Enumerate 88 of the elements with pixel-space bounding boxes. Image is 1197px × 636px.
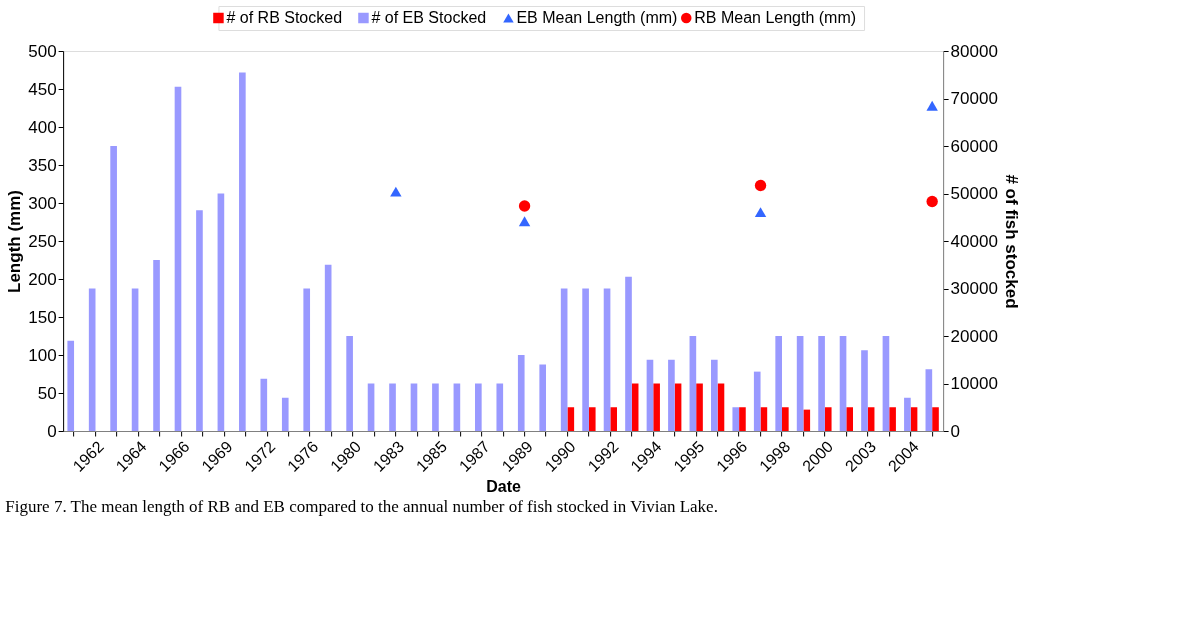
bar (696, 383, 703, 431)
bar (846, 407, 854, 431)
y-tick-label: 350 (28, 155, 57, 175)
bar (867, 407, 875, 431)
bar (260, 378, 268, 431)
y2-tick-label: 0 (950, 421, 961, 441)
bar (646, 359, 654, 431)
y-axis-title: Length (mm) (5, 190, 25, 293)
bar (496, 383, 504, 431)
bar (153, 260, 160, 431)
point (518, 200, 531, 212)
legend-label: # of EB Stocked (371, 9, 487, 26)
y2-axis-title: # of fish stocked (1001, 174, 1021, 309)
caption: Figure 7. The mean length of RB and EB compared to the annual number of fish stocked in Vivian Lake. (5, 496, 718, 516)
y2-tick-label: 30000 (950, 279, 998, 298)
bar (560, 288, 568, 431)
bar (610, 407, 618, 431)
y-tick-label: 500 (28, 41, 57, 61)
y2-tick-label: 10000 (950, 374, 998, 393)
bar (174, 86, 182, 431)
bar (760, 407, 768, 431)
y-tick-label: 200 (28, 269, 57, 289)
bar (603, 288, 611, 431)
bar (239, 72, 246, 431)
bar (217, 193, 225, 431)
bar (346, 336, 353, 431)
point (926, 195, 938, 208)
bar (710, 359, 718, 431)
bar (882, 336, 890, 431)
bar (653, 383, 660, 431)
bar (582, 288, 589, 431)
point (926, 100, 938, 111)
bar (389, 383, 396, 431)
y-tick-label: 100 (28, 345, 57, 365)
bar (910, 407, 918, 431)
point (518, 216, 531, 227)
y-tick-label: 400 (28, 117, 57, 137)
bar (775, 336, 782, 431)
bar (88, 288, 96, 431)
bar (588, 407, 596, 431)
bar (689, 336, 697, 431)
bar (803, 409, 811, 431)
bar (889, 407, 896, 431)
bar (925, 369, 933, 431)
bar (824, 407, 832, 431)
bar (668, 359, 675, 431)
y-tick-label: 50 (37, 383, 57, 403)
bar (782, 407, 789, 431)
bar (475, 383, 482, 431)
y2-tick-label: 70000 (950, 89, 998, 108)
bar (732, 407, 740, 431)
legend-label: # of RB Stocked (226, 9, 343, 26)
bar (303, 288, 311, 431)
y-tick-label: 450 (28, 79, 57, 99)
y2-tick-label: 40000 (950, 231, 998, 251)
bar (110, 146, 117, 431)
bar (539, 364, 547, 431)
y2-tick-label: 20000 (950, 326, 998, 346)
y2-tick-label: 50000 (950, 184, 998, 203)
bar (625, 276, 632, 431)
x-axis-title: Date (486, 477, 522, 495)
bar (753, 371, 761, 431)
bar (432, 383, 439, 431)
point (754, 207, 767, 218)
bar (281, 397, 289, 431)
legend-label: RB Mean Length (mm) (694, 9, 857, 26)
y-tick-label: 300 (28, 193, 57, 213)
y2-tick-label: 60000 (950, 136, 998, 156)
point (754, 179, 767, 192)
y-tick-label: 250 (28, 231, 57, 251)
bar (196, 210, 203, 431)
y-tick-label: 150 (28, 307, 57, 327)
bar (517, 355, 525, 431)
bar (932, 407, 939, 431)
y2-tick-label: 80000 (950, 41, 998, 61)
point (390, 186, 402, 197)
legend-label: EB Mean Length (mm) (516, 9, 678, 26)
bar (324, 264, 332, 431)
bar (567, 407, 575, 431)
bar (67, 340, 75, 431)
bar (839, 336, 847, 431)
bar (131, 288, 139, 431)
y-tick-label: 0 (47, 421, 57, 441)
bar (739, 407, 746, 431)
bar (818, 336, 825, 431)
bar (861, 350, 868, 431)
bar (904, 397, 911, 431)
bar (796, 336, 804, 431)
